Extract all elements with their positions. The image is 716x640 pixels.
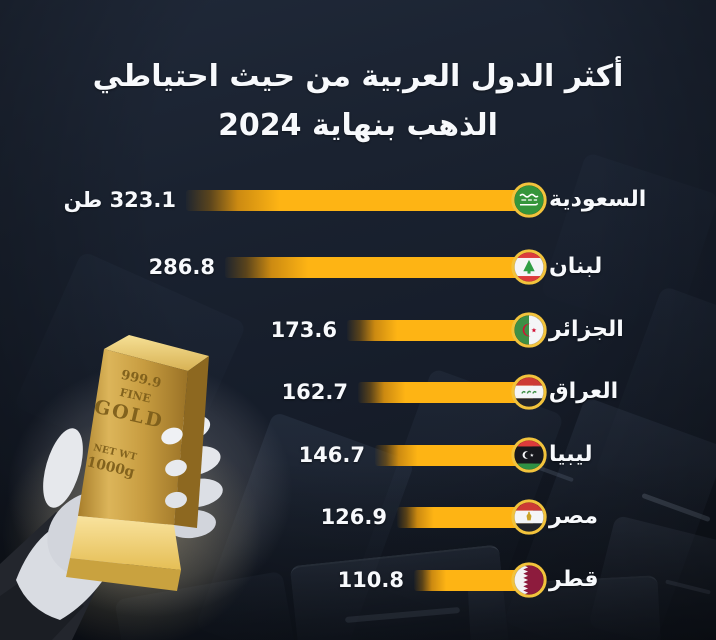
gold-bar-front-face xyxy=(78,349,188,525)
qatar-flag-icon xyxy=(510,561,548,599)
gold-bar xyxy=(186,190,533,211)
gold-bar xyxy=(347,320,533,341)
value-label: 286.8 xyxy=(148,255,215,279)
gold-bar xyxy=(225,257,533,278)
gold-bar xyxy=(397,507,533,528)
country-label: قطر xyxy=(549,567,599,592)
gold-bar-side-face xyxy=(174,356,209,528)
title-line-1: أكثر الدول العربية من حيث احتياطي xyxy=(92,59,624,94)
value-label: 173.6 xyxy=(270,318,337,342)
glove-fingertip xyxy=(161,427,183,445)
iraq-flag-icon xyxy=(510,373,548,411)
gold-bar xyxy=(375,445,533,466)
value-label: 323.1 طن xyxy=(63,188,176,212)
value-label: 110.8 xyxy=(337,568,404,592)
page-title: أكثر الدول العربية من حيث احتياطي الذهب … xyxy=(0,52,716,150)
country-label: لبنان xyxy=(549,254,603,279)
value-label: 126.9 xyxy=(320,505,387,529)
lebanon-flag-icon xyxy=(510,248,548,286)
algeria-flag-icon xyxy=(510,311,548,349)
country-label: ليبيا xyxy=(549,442,593,467)
libya-flag-icon xyxy=(510,436,548,474)
gold-bar-top-face xyxy=(104,335,209,371)
gold-bar xyxy=(414,570,533,591)
value-label: 162.7 xyxy=(281,380,348,404)
saudi-arabia-flag-icon xyxy=(510,181,548,219)
country-label: مصر xyxy=(549,504,598,529)
country-label: الجزائر xyxy=(549,317,624,342)
glove-thumb xyxy=(43,428,83,508)
country-label: السعودية xyxy=(549,187,647,212)
gold-bar-bottom-face xyxy=(70,516,181,570)
egypt-flag-icon xyxy=(510,498,548,536)
hand-holding-gold-bar-image: 999.9 FINE GOLD NET WT 1000g xyxy=(0,335,262,640)
gold-bar-bottom-edge xyxy=(66,558,181,591)
title-line-2: الذهب بنهاية 2024 xyxy=(218,108,498,143)
gold-bar xyxy=(358,382,533,403)
value-label: 146.7 xyxy=(298,443,365,467)
country-label: العراق xyxy=(549,379,619,404)
glove-fingertip xyxy=(165,459,187,477)
glove-fingertip xyxy=(165,491,187,509)
